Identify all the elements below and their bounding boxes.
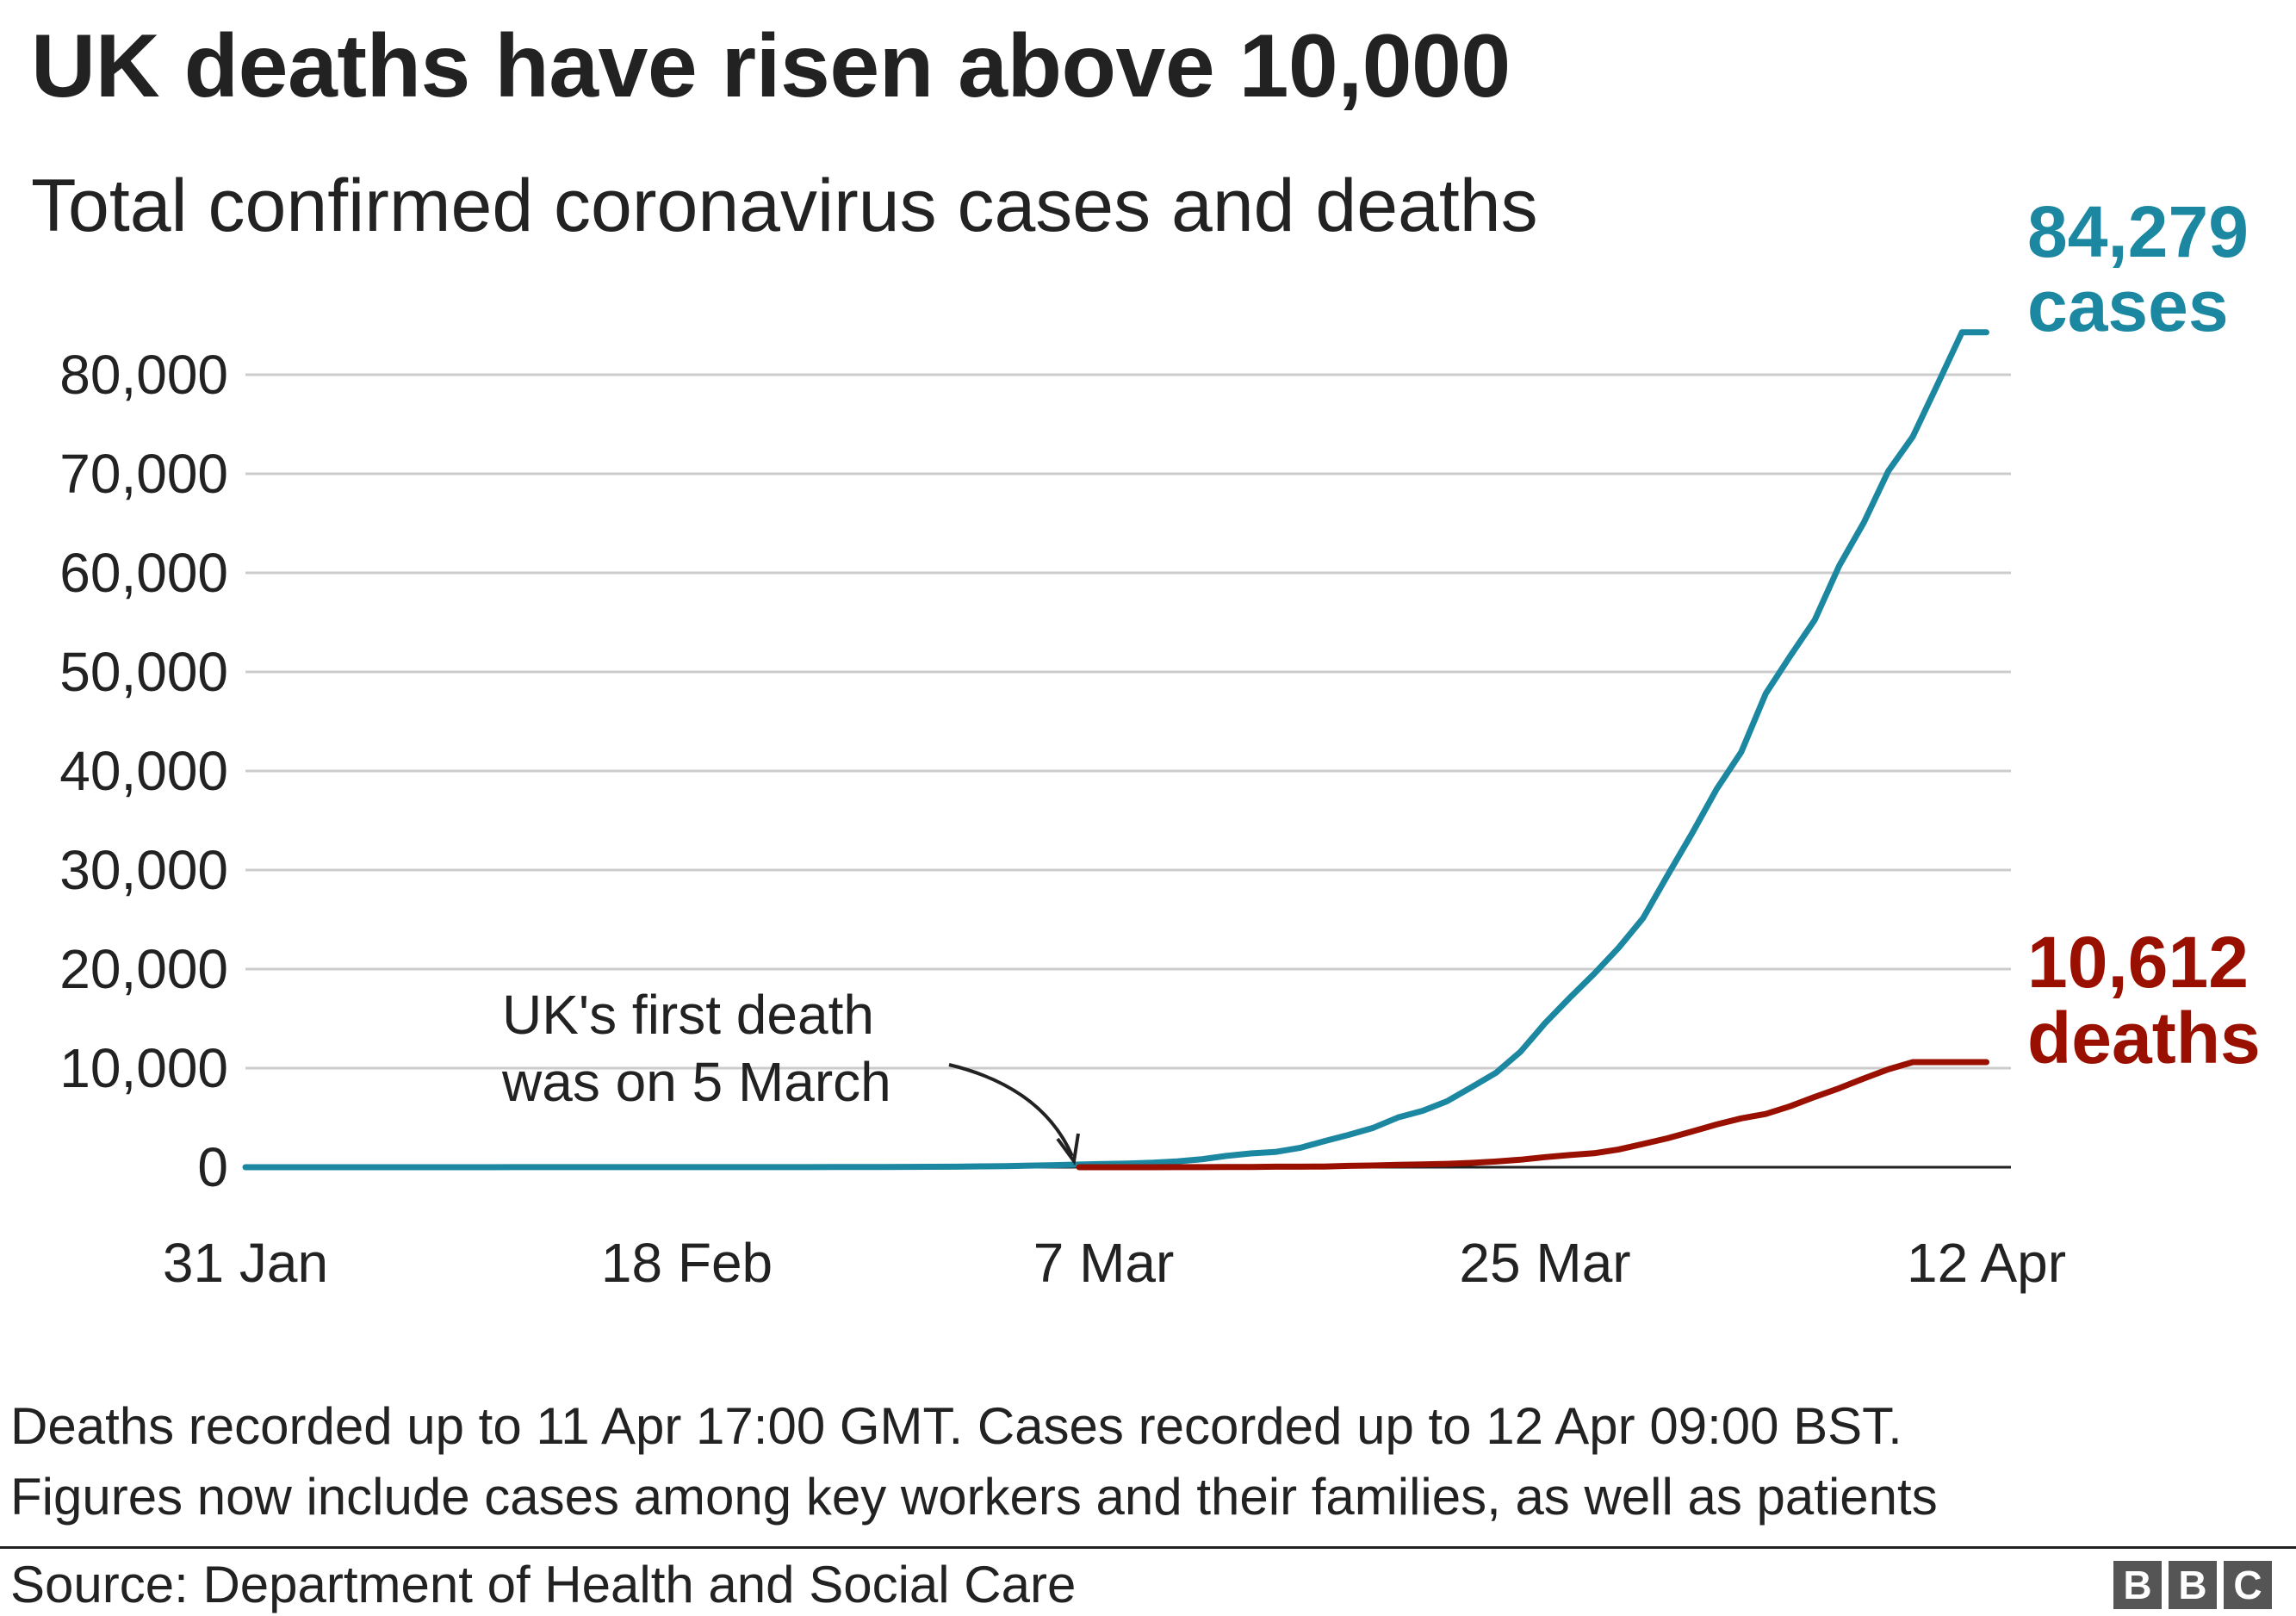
source-credit: Source: Department of Health and Social … xyxy=(10,1556,1077,1613)
gridlines xyxy=(245,373,2011,1070)
data-series xyxy=(242,329,1989,1171)
y-tick-label: 60,000 xyxy=(59,542,228,604)
cases-end-value: 84,279 xyxy=(2027,191,2249,272)
cases-series-line xyxy=(242,329,1989,1171)
x-tick-label: 12 Apr xyxy=(1907,1232,2066,1294)
chart-subtitle: Total confirmed coronavirus cases and de… xyxy=(31,165,1538,247)
bbc-logo-letter: B xyxy=(2113,1561,2162,1609)
footnote-line-2: Figures now include cases among key work… xyxy=(10,1468,1938,1526)
x-axis-labels: 31 Jan 18 Feb 7 Mar 25 Mar 12 Apr xyxy=(163,1232,2066,1294)
y-tick-label: 70,000 xyxy=(59,443,228,505)
footer-divider xyxy=(0,1546,2296,1549)
annotation-line-1: UK's first death xyxy=(502,984,874,1046)
deaths-end-value: 10,612 xyxy=(2027,922,2249,1003)
deaths-series-line xyxy=(1076,1059,1989,1171)
y-tick-label: 0 xyxy=(197,1136,228,1198)
deaths-end-word: deaths xyxy=(2027,998,2261,1078)
x-tick-label: 31 Jan xyxy=(163,1232,328,1294)
y-tick-label: 80,000 xyxy=(59,344,228,406)
bbc-logo: B B C xyxy=(2113,1561,2272,1609)
bbc-logo-letter: C xyxy=(2224,1561,2272,1609)
y-tick-label: 50,000 xyxy=(59,641,228,703)
y-tick-label: 10,000 xyxy=(59,1037,228,1099)
footnote-line-1: Deaths recorded up to 11 Apr 17:00 GMT. … xyxy=(10,1397,1902,1455)
annotation-arrow xyxy=(948,1063,1074,1157)
x-tick-label: 25 Mar xyxy=(1459,1232,1630,1294)
y-tick-label: 30,000 xyxy=(59,839,228,901)
cases-end-word: cases xyxy=(2027,265,2229,346)
x-tick-label: 7 Mar xyxy=(1033,1232,1175,1294)
y-axis-labels: 0 10,000 20,000 30,000 40,000 50,000 60,000 70,… xyxy=(59,344,228,1198)
chart-title: UK deaths have risen above 10,000 xyxy=(31,16,1511,116)
y-tick-label: 20,000 xyxy=(59,938,228,1000)
annotation-line-2: was on 5 March xyxy=(501,1051,891,1113)
bbc-logo-letter: B xyxy=(2169,1561,2217,1609)
y-tick-label: 40,000 xyxy=(59,740,228,802)
x-tick-label: 18 Feb xyxy=(601,1232,773,1294)
line-chart: 0 10,000 20,000 30,000 40,000 50,000 60,000 70,… xyxy=(59,191,2261,1294)
annotation-arrowhead xyxy=(1056,1133,1080,1166)
